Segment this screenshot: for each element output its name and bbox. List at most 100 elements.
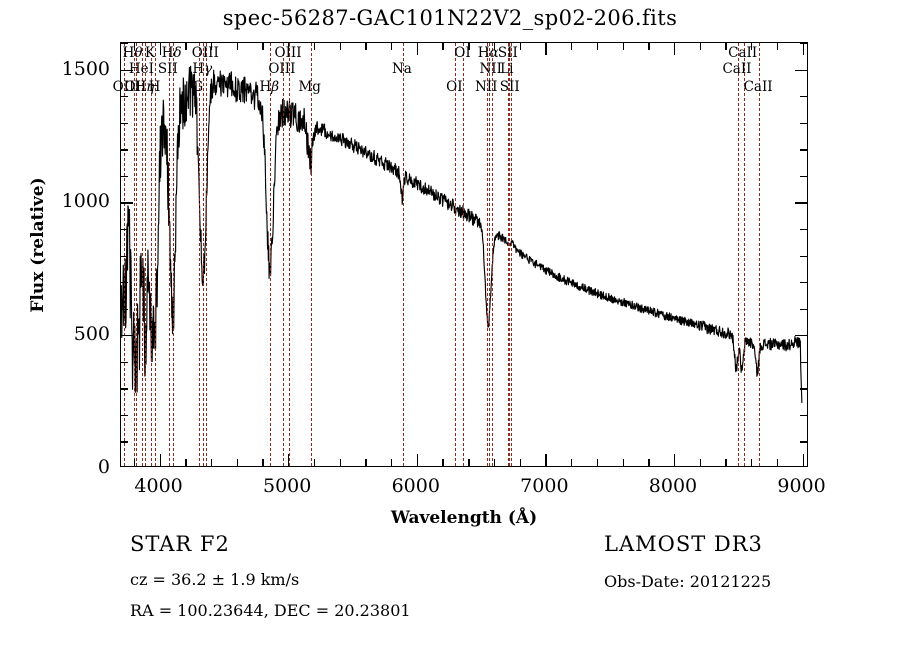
y-minor-tick bbox=[121, 282, 128, 284]
observation-date-text: Obs-Date: 20121225 bbox=[604, 572, 772, 591]
line-label-oiii: OIII bbox=[268, 61, 296, 77]
x-minor-tick bbox=[776, 459, 779, 466]
x-major-tick-top bbox=[416, 43, 419, 55]
x-major-tick-top bbox=[802, 43, 804, 55]
x-tick-label: 9000 bbox=[777, 475, 826, 497]
y-minor-tick bbox=[121, 441, 128, 443]
y-major-tick-right bbox=[795, 69, 807, 71]
line-label-k: K bbox=[144, 45, 155, 61]
x-minor-tick bbox=[185, 459, 187, 466]
x-minor-tick-top bbox=[776, 43, 779, 50]
x-minor-tick bbox=[236, 459, 239, 466]
x-minor-tick-top bbox=[725, 43, 727, 50]
line-label-caii: CaII bbox=[722, 61, 752, 77]
x-minor-tick bbox=[751, 459, 753, 466]
y-minor-tick bbox=[121, 414, 128, 417]
x-major-tick bbox=[416, 454, 419, 466]
y-minor-tick-right bbox=[800, 388, 807, 390]
x-minor-tick bbox=[622, 459, 624, 466]
line-label-oi: OI bbox=[454, 45, 471, 61]
x-tick-label: 8000 bbox=[648, 475, 698, 497]
y-major-tick bbox=[121, 202, 133, 204]
x-minor-tick-top bbox=[185, 43, 187, 50]
x-minor-tick-top bbox=[262, 43, 264, 50]
line-label-h: Hβ bbox=[259, 79, 280, 95]
line-label-sii: SII bbox=[497, 45, 518, 61]
x-major-tick bbox=[673, 454, 676, 466]
x-minor-tick-top bbox=[648, 43, 650, 50]
x-major-tick bbox=[545, 454, 547, 466]
spectrum-curve bbox=[121, 65, 803, 404]
y-minor-tick-right bbox=[800, 175, 807, 178]
x-minor-tick-top bbox=[236, 43, 239, 50]
line-label-oi: OI bbox=[446, 79, 463, 95]
y-minor-tick bbox=[121, 308, 128, 310]
line-label-nii: NII bbox=[474, 79, 498, 95]
x-minor-tick bbox=[313, 459, 316, 466]
plot-area bbox=[120, 42, 808, 467]
line-label-sii: SII bbox=[499, 79, 520, 95]
x-minor-tick bbox=[725, 459, 727, 466]
y-minor-tick-right bbox=[800, 255, 807, 257]
x-major-tick bbox=[159, 454, 161, 466]
line-label-h: Hγ bbox=[192, 61, 213, 77]
y-tick-label: 0 bbox=[97, 456, 110, 478]
line-label-sii: SII bbox=[157, 61, 178, 77]
x-minor-tick-top bbox=[211, 43, 213, 50]
y-minor-tick-right bbox=[800, 228, 807, 231]
y-minor-tick bbox=[121, 255, 128, 257]
x-minor-tick bbox=[699, 459, 701, 466]
line-label-mg: Mg bbox=[298, 79, 321, 95]
survey-name-text: LAMOST DR3 bbox=[604, 532, 763, 556]
x-major-tick-top bbox=[673, 43, 676, 55]
y-tick-label: 500 bbox=[73, 323, 110, 346]
x-minor-tick bbox=[211, 459, 213, 466]
y-minor-tick-right bbox=[800, 122, 807, 124]
object-class-text: STAR F2 bbox=[130, 532, 230, 556]
y-major-tick-right bbox=[795, 202, 807, 204]
y-tick-label: 1500 bbox=[61, 57, 110, 80]
x-minor-tick-top bbox=[339, 43, 341, 50]
x-minor-tick-top bbox=[519, 43, 521, 50]
y-minor-tick bbox=[121, 43, 128, 45]
x-minor-tick-top bbox=[493, 43, 496, 50]
x-minor-tick-top bbox=[596, 43, 599, 50]
radial-velocity-text: cz = 36.2 ± 1.9 km/s bbox=[130, 570, 300, 589]
x-major-tick bbox=[802, 454, 804, 466]
x-minor-tick-top bbox=[468, 43, 470, 50]
line-label-h: Hδ bbox=[161, 45, 182, 61]
y-minor-tick bbox=[121, 122, 128, 124]
x-minor-tick bbox=[468, 459, 470, 466]
page-title: spec-56287-GAC101N22V2_sp02-206.fits bbox=[222, 6, 678, 30]
x-minor-tick bbox=[339, 459, 341, 466]
x-minor-tick bbox=[442, 459, 444, 466]
y-axis-title: Flux (relative) bbox=[28, 177, 48, 313]
x-minor-tick-top bbox=[699, 43, 701, 50]
x-tick-label: 6000 bbox=[391, 475, 440, 497]
y-minor-tick-right bbox=[800, 282, 807, 284]
line-label-hei: HeI bbox=[128, 61, 155, 77]
x-minor-tick bbox=[493, 459, 496, 466]
y-minor-tick-right bbox=[800, 361, 807, 364]
line-label-li: Li bbox=[500, 61, 514, 77]
x-minor-tick-top bbox=[622, 43, 624, 50]
line-label-caii: CaII bbox=[728, 45, 758, 61]
y-minor-tick bbox=[121, 388, 128, 390]
footer-info: STAR F2 cz = 36.2 ± 1.9 km/s RA = 100.23… bbox=[0, 528, 900, 648]
y-minor-tick-right bbox=[800, 43, 807, 45]
y-minor-tick-right bbox=[800, 308, 807, 310]
x-minor-tick bbox=[648, 459, 650, 466]
line-label-na: Na bbox=[391, 61, 412, 77]
x-major-tick-top bbox=[159, 43, 161, 55]
x-minor-tick bbox=[365, 459, 367, 466]
y-major-tick-right bbox=[795, 335, 807, 337]
line-label-caii: CaII bbox=[743, 79, 773, 95]
x-tick-label: 7000 bbox=[520, 475, 569, 497]
y-minor-tick-right bbox=[800, 149, 807, 151]
x-minor-tick-top bbox=[313, 43, 316, 50]
line-label-oii: OII bbox=[124, 79, 147, 95]
y-minor-tick bbox=[121, 149, 128, 151]
line-label-oiii: OIII bbox=[274, 45, 302, 61]
x-minor-tick-top bbox=[571, 43, 573, 50]
